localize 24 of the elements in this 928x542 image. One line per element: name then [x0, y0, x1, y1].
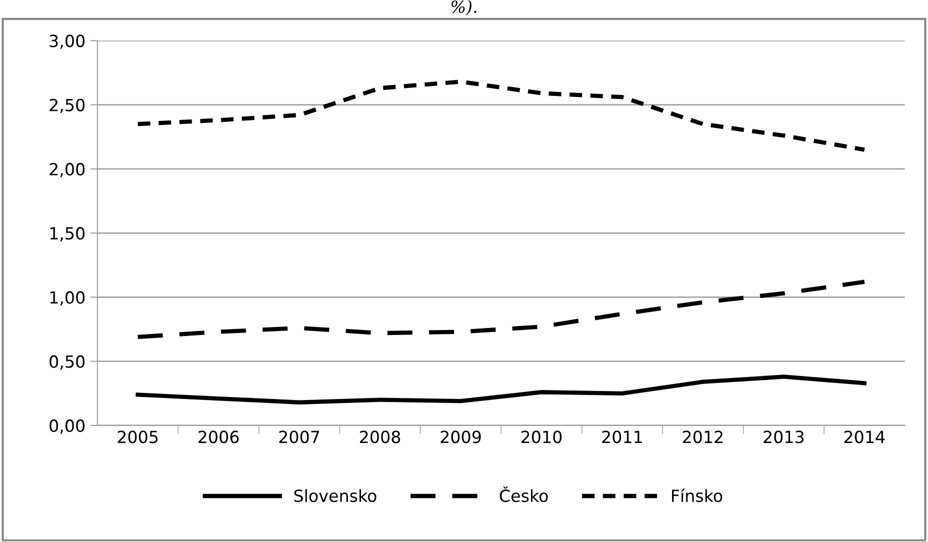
legend-label: Fínsko: [672, 488, 722, 502]
x-tick-label: 2010: [522, 430, 562, 444]
line-series: [136, 374, 867, 404]
text: %).: [452, 0, 476, 16]
x-tick-label: 2005: [118, 430, 158, 444]
y-tick-label: 1,50: [50, 227, 85, 242]
x-tick-label: 2008: [360, 430, 400, 444]
legend-label: Slovensko: [294, 489, 376, 502]
line-series: [136, 80, 867, 152]
x-tick-label: 2006: [198, 430, 239, 444]
y-tick-label: 3,00: [50, 34, 85, 49]
y-tick-label: 2,50: [50, 98, 85, 114]
x-tick-label: 2007: [279, 430, 320, 444]
y-tick-label: 0,50: [50, 355, 85, 370]
line-series: [136, 280, 867, 340]
x-tick-label: 2012: [682, 430, 722, 444]
y-tick-label: 2,00: [50, 162, 85, 178]
legend-label: Česko: [500, 486, 548, 502]
x-tick-label: 2013: [764, 430, 804, 444]
x-tick-label: 2009: [440, 430, 481, 444]
y-tick-label: 1,00: [50, 291, 85, 306]
x-tick-label: 2014: [844, 430, 885, 444]
x-tick-label: 2011: [602, 430, 642, 444]
y-tick-label: 0,00: [50, 419, 85, 434]
